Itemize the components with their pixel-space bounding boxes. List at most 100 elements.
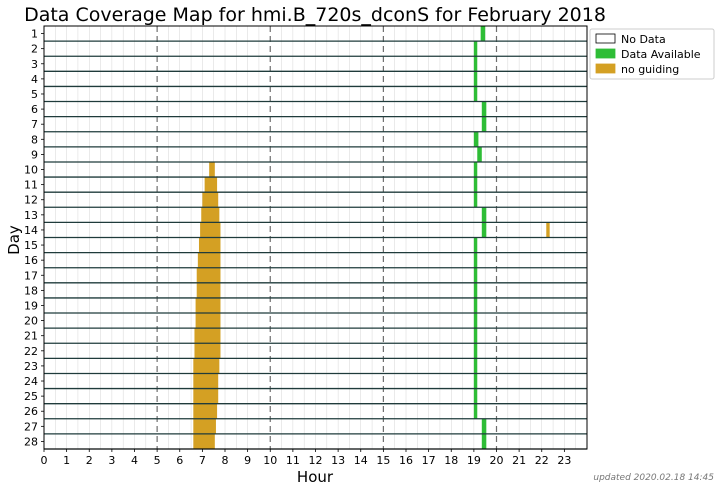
legend-label: No Data xyxy=(621,33,666,46)
x-tick-label: 19 xyxy=(467,454,481,467)
coverage-segment xyxy=(481,116,487,132)
x-tick-label: 18 xyxy=(444,454,458,467)
coverage-segment xyxy=(193,433,215,449)
y-tick-label: 28 xyxy=(24,435,38,448)
y-tick-label: 17 xyxy=(24,269,38,282)
coverage-segment xyxy=(473,343,478,359)
coverage-segment xyxy=(194,343,221,359)
coverage-segment xyxy=(473,403,478,419)
coverage-segment xyxy=(209,161,215,178)
y-tick-label: 7 xyxy=(31,118,38,131)
coverage-segment xyxy=(193,373,219,389)
x-tick-label: 16 xyxy=(399,454,413,467)
coverage-segment xyxy=(473,252,478,268)
coverage-segment xyxy=(196,282,221,298)
y-tick-label: 16 xyxy=(24,254,38,267)
y-tick-label: 4 xyxy=(31,73,38,86)
y-tick-label: 13 xyxy=(24,209,38,222)
x-axis-label: Hour xyxy=(297,468,334,486)
x-tick-label: 3 xyxy=(108,454,115,467)
coverage-segment xyxy=(473,358,478,374)
x-tick-label: 0 xyxy=(41,454,48,467)
y-tick-label: 18 xyxy=(24,284,38,297)
coverage-segment xyxy=(481,418,487,434)
x-tick-label: 22 xyxy=(535,454,549,467)
coverage-segment xyxy=(473,192,478,208)
coverage-segment xyxy=(481,433,487,449)
legend-box xyxy=(589,28,715,80)
y-tick-label: 22 xyxy=(24,345,38,358)
coverage-segment xyxy=(473,86,478,102)
coverage-segment xyxy=(473,56,478,72)
coverage-segment xyxy=(473,131,479,147)
x-tick-label: 9 xyxy=(244,454,251,467)
y-tick-label: 15 xyxy=(24,239,38,252)
coverage-segment xyxy=(473,267,478,283)
y-tick-label: 23 xyxy=(24,360,38,373)
coverage-segment xyxy=(195,297,221,314)
coverage-segment xyxy=(546,222,550,238)
legend-swatch xyxy=(595,63,616,74)
legend-label: Data Available xyxy=(621,48,701,61)
plot-area: 1234567891011121314151617181920212223242… xyxy=(24,25,588,467)
y-tick-label: 9 xyxy=(31,148,38,161)
y-tick-label: 11 xyxy=(24,179,38,192)
coverage-segment xyxy=(473,237,478,253)
y-tick-label: 8 xyxy=(31,133,38,146)
coverage-segment xyxy=(473,161,478,178)
x-tick-label: 12 xyxy=(309,454,323,467)
x-tick-label: 17 xyxy=(422,454,436,467)
updated-timestamp: updated 2020.02.18 14:45 xyxy=(593,473,714,483)
chart-title: Data Coverage Map for hmi.B_720s_dconS f… xyxy=(24,4,606,26)
coverage-segment xyxy=(202,192,219,208)
coverage-segment xyxy=(481,207,487,223)
coverage-segment xyxy=(196,267,221,283)
x-tick-label: 4 xyxy=(131,454,138,467)
coverage-segment xyxy=(193,403,218,419)
x-tick-label: 2 xyxy=(86,454,93,467)
x-tick-label: 21 xyxy=(512,454,526,467)
y-tick-label: 25 xyxy=(24,390,38,403)
coverage-segment xyxy=(473,41,478,57)
x-tick-label: 14 xyxy=(354,454,368,467)
coverage-segment xyxy=(197,252,221,268)
coverage-segment xyxy=(200,222,221,238)
x-tick-label: 1 xyxy=(63,454,70,467)
coverage-segment xyxy=(193,418,216,434)
y-tick-label: 2 xyxy=(31,43,38,56)
x-tick-label: 5 xyxy=(154,454,161,467)
x-tick-label: 23 xyxy=(557,454,571,467)
y-tick-label: 14 xyxy=(24,224,38,237)
y-axis-label: Day xyxy=(5,225,23,255)
coverage-segment xyxy=(198,237,221,253)
x-tick-label: 20 xyxy=(490,454,504,467)
coverage-segment xyxy=(473,282,478,298)
coverage-segment xyxy=(473,313,478,329)
y-tick-label: 1 xyxy=(31,28,38,41)
legend-swatch xyxy=(595,33,616,44)
legend: No Data Data Available no guiding xyxy=(589,28,715,80)
y-tick-label: 20 xyxy=(24,315,38,328)
y-tick-label: 12 xyxy=(24,194,38,207)
legend-swatch xyxy=(595,48,616,59)
y-tick-label: 6 xyxy=(31,103,38,116)
coverage-segment xyxy=(194,328,221,344)
y-tick-label: 24 xyxy=(24,375,38,388)
y-tick-label: 27 xyxy=(24,420,38,433)
y-tick-label: 10 xyxy=(24,164,38,177)
coverage-segment xyxy=(481,222,487,238)
coverage-segment xyxy=(195,313,221,329)
legend-label: no guiding xyxy=(621,63,679,76)
x-tick-label: 15 xyxy=(376,454,390,467)
y-tick-label: 3 xyxy=(31,58,38,71)
coverage-segment xyxy=(473,71,478,87)
y-tick-label: 26 xyxy=(24,405,38,418)
coverage-segment xyxy=(204,177,218,193)
coverage-segment xyxy=(201,207,220,223)
x-tick-label: 8 xyxy=(222,454,229,467)
x-tick-label: 7 xyxy=(199,454,206,467)
coverage-segment xyxy=(193,388,219,404)
x-tick-label: 13 xyxy=(331,454,345,467)
coverage-segment xyxy=(473,373,478,389)
